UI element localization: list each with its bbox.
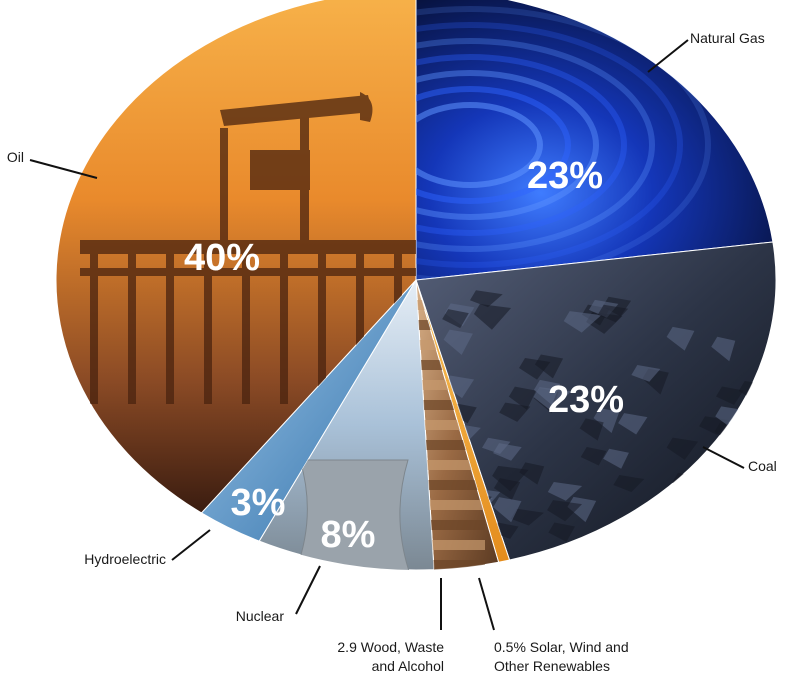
coal-lump [583, 543, 618, 561]
coal-lump [618, 413, 648, 435]
flame-ring [416, 54, 627, 236]
coal-lump [510, 508, 544, 526]
leader-line-natural-gas [647, 39, 689, 73]
coal-lump [493, 497, 522, 523]
coal-lump [442, 309, 469, 329]
callout-label-hydroelectric: Hydroelectric [84, 551, 166, 567]
coal-lump [631, 365, 661, 382]
coal-lump [714, 492, 739, 512]
flame-ring [416, 22, 683, 268]
leader-line-oil [29, 159, 98, 179]
leader-line-coal [702, 446, 745, 469]
wood-log [416, 400, 485, 410]
callout-leaders [29, 39, 745, 631]
coal-lump [533, 387, 572, 412]
wood-log [416, 540, 485, 550]
coal-lump [563, 311, 602, 333]
flame-ring [416, 86, 571, 204]
leader-line-hydroelectric [171, 529, 211, 561]
wood-log [416, 520, 485, 530]
coal-lump [711, 336, 736, 362]
slice-natural-gas [415, 0, 774, 281]
wood-log [416, 460, 485, 470]
coal-lump [482, 437, 511, 454]
coal-lump [473, 304, 512, 330]
callout-labels: Natural Gas Coal 0.5% Solar, Wind and Other… [7, 30, 777, 674]
coal-lump [682, 488, 711, 511]
coal-lump [547, 500, 583, 522]
callout-label-natural-gas: Natural Gas [690, 30, 765, 46]
leader-line-solar-wind-renewables [478, 577, 495, 631]
coal-lump [593, 408, 620, 434]
percent-label-hydroelectric: 3% [231, 482, 286, 524]
coal-lump [702, 500, 735, 526]
coal-lump [613, 475, 645, 492]
coal-lump [547, 482, 583, 501]
coal-lump [444, 375, 475, 399]
coal-lump [469, 290, 503, 308]
coal-lump [655, 559, 688, 561]
callout-label-nuclear: Nuclear [236, 608, 285, 624]
coal-lump [548, 522, 575, 542]
percent-labels: 23% 23% 8% 3% 40% [184, 155, 624, 556]
wood-log [416, 440, 485, 450]
coal-lump [735, 514, 766, 532]
wood-log [416, 500, 485, 510]
coal-lump [750, 474, 776, 498]
coal-lump [597, 304, 629, 323]
coal-lump [519, 357, 551, 380]
wood-log [416, 420, 485, 430]
percent-label-nuclear: 8% [321, 514, 376, 556]
pie-slices [55, 0, 777, 571]
coal-lump [716, 386, 744, 405]
coal-lump [750, 417, 776, 440]
percent-label-oil: 40% [184, 237, 260, 279]
coal-lump [666, 326, 695, 351]
flame-ring [416, 6, 711, 280]
wood-log [416, 560, 485, 570]
flame-ring [416, 70, 599, 220]
percent-label-coal: 23% [548, 379, 624, 421]
wood-log [416, 480, 485, 490]
callout-label-wood-waste-alcohol: 2.9 Wood, Waste and Alcohol [337, 639, 444, 674]
coal-lump [602, 296, 632, 317]
coal-lump [499, 402, 531, 422]
cooling-tower [291, 459, 413, 570]
callout-label-oil: Oil [7, 149, 24, 165]
coal-lump [534, 354, 564, 379]
coal-lump [519, 462, 545, 485]
coal-lump [743, 549, 776, 561]
percent-label-natural-gas: 23% [527, 155, 603, 197]
leader-line-nuclear [295, 565, 321, 615]
coal-lump [666, 437, 699, 460]
flame-ring [416, 102, 543, 188]
coal-lump [508, 386, 537, 410]
coal-lump [728, 415, 765, 437]
callout-label-coal: Coal [748, 458, 777, 474]
coal-lump [565, 557, 592, 561]
slice-oil [55, 0, 417, 514]
callout-label-solar-wind-renewables: 0.5% Solar, Wind and Other Renewables [494, 639, 629, 674]
coal-lump [443, 329, 473, 355]
coal-lump [603, 448, 629, 469]
coal-lump [580, 447, 607, 466]
coal-lump [579, 418, 604, 441]
coal-lump [718, 449, 744, 467]
flame-ring [416, 38, 655, 252]
